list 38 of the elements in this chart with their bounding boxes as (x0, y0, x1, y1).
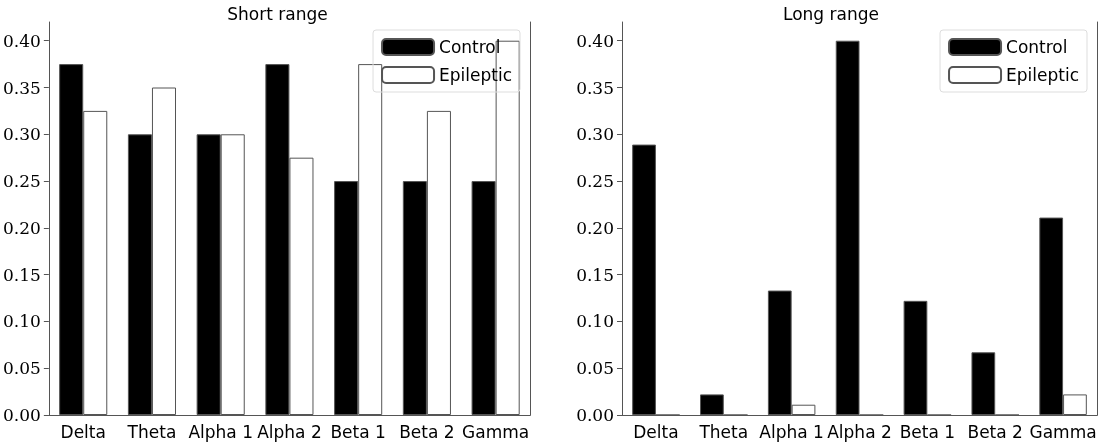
legend-label: Control (439, 37, 501, 57)
x-tick-label: Delta (60, 421, 106, 442)
chart-title: Short range (227, 3, 328, 24)
chart-title: Long range (783, 3, 879, 24)
x-tick-label: Beta 2 (967, 421, 1023, 442)
legend-label: Control (1006, 37, 1068, 57)
x-tick-label: Theta (698, 421, 749, 442)
y-tick-label: 0.10 (2, 311, 41, 332)
y-tick-label: 0.10 (576, 311, 614, 332)
y-tick-label: 0.15 (2, 264, 41, 285)
x-tick-label: Beta 1 (899, 421, 956, 442)
y-tick-label: 0.40 (2, 30, 41, 51)
legend-label: Epileptic (1006, 65, 1079, 85)
x-tick-label: Alpha 2 (827, 421, 892, 442)
x-tick-label: Gamma (462, 421, 530, 442)
y-tick-label: 0.20 (2, 217, 41, 238)
y-tick-label: 0.25 (576, 171, 614, 192)
x-tick-label: Delta (633, 421, 679, 442)
y-tick-label: 0.20 (576, 217, 614, 238)
y-tick-label: 0.15 (576, 264, 614, 285)
x-tick-label: Theta (126, 421, 177, 442)
y-tick-label: 0.05 (2, 358, 41, 379)
y-tick-label: 0.35 (576, 77, 614, 98)
x-tick-label: Alpha 1 (188, 421, 253, 442)
x-tick-label: Gamma (1029, 421, 1097, 442)
y-tick-label: 0.30 (576, 124, 614, 145)
y-tick-label: 0.40 (576, 30, 614, 51)
x-tick-label: Beta 1 (330, 421, 386, 442)
x-tick-label: Alpha 1 (759, 421, 824, 442)
y-tick-label: 0.05 (576, 358, 614, 379)
x-tick-label: Alpha 2 (257, 421, 322, 442)
x-tick-label: Beta 2 (399, 421, 455, 442)
y-tick-label: 0.30 (2, 124, 41, 145)
y-tick-label: 0.00 (2, 405, 41, 425)
y-tick-label: 0.25 (2, 171, 41, 192)
legend-label: Epileptic (439, 65, 512, 85)
y-tick-label: 0.35 (2, 77, 41, 98)
y-tick-label: 0.00 (576, 405, 614, 425)
